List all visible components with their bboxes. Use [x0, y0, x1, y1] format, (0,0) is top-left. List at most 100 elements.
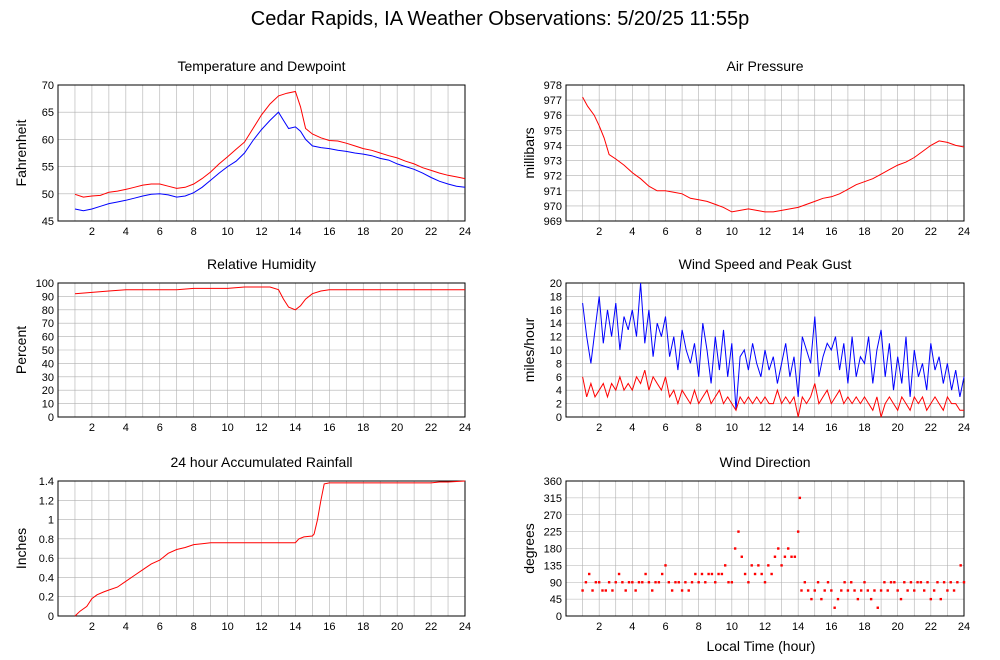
y-tick-label: 0.8 [39, 534, 54, 546]
x-tick-label: 22 [925, 621, 937, 633]
x-tick-label: 12 [759, 422, 771, 434]
y-tick-label: 180 [544, 544, 562, 556]
data-point [647, 581, 651, 584]
data-point [913, 589, 916, 592]
data-point [717, 572, 720, 576]
data-point [680, 589, 684, 592]
x-tick-label: 14 [792, 621, 804, 633]
y-tick-label: 60 [42, 134, 54, 146]
y-tick-label: 70 [42, 318, 54, 330]
data-point [800, 589, 803, 592]
plot-frame [565, 480, 965, 617]
x-tick-label: 14 [289, 621, 301, 633]
x-tick-label: 8 [696, 226, 702, 238]
data-point [737, 530, 740, 533]
x-tick-label: 18 [858, 621, 870, 633]
chart-title: Temperature and Dewpoint [177, 58, 345, 74]
x-tick-label: 24 [459, 226, 471, 238]
page-title: Cedar Rapids, IA Weather Observations: 5… [250, 8, 750, 30]
data-point [826, 581, 830, 584]
data-point [926, 581, 929, 584]
x-tick-label: 10 [726, 226, 738, 238]
data-point [597, 581, 601, 584]
x-tick-label: 10 [221, 226, 233, 238]
data-point [581, 589, 584, 592]
x-tick-label: 18 [357, 621, 369, 633]
data-point [896, 589, 899, 592]
data-point [949, 581, 952, 584]
x-tick-label: 10 [221, 422, 233, 434]
data-point [806, 589, 810, 592]
y-axis-label: millibars [521, 127, 537, 178]
x-tick-label: 6 [157, 226, 163, 238]
y-tick-label: 20 [550, 278, 562, 290]
x-tick-label: 24 [958, 226, 970, 238]
x-tick-label: 22 [425, 226, 437, 238]
x-tick-label: 2 [89, 621, 95, 633]
data-point [621, 581, 624, 584]
data-point [654, 581, 657, 584]
data-point [604, 589, 607, 592]
x-tick-label: 4 [629, 226, 635, 238]
x-tick-label: 14 [289, 422, 301, 434]
x-tick-label: 22 [425, 422, 437, 434]
data-point [720, 572, 724, 576]
data-point [956, 581, 959, 584]
data-point [634, 589, 637, 592]
data-point [677, 581, 680, 584]
y-axis-label: degrees [521, 523, 537, 574]
chart-title: Air Pressure [726, 58, 803, 74]
y-tick-label: 978 [544, 80, 562, 92]
data-point [601, 589, 604, 592]
x-tick-label: 18 [357, 226, 369, 238]
data-point [843, 581, 846, 584]
y-tick-label: 970 [544, 201, 562, 213]
y-tick-label: 10 [42, 399, 54, 411]
x-tick-label: 24 [958, 621, 970, 633]
data-point [594, 581, 598, 584]
y-tick-label: 315 [544, 493, 562, 505]
data-point [939, 597, 942, 601]
series-line-1 [582, 96, 965, 213]
data-point [747, 581, 750, 584]
y-tick-label: 0.4 [39, 572, 54, 584]
data-point [753, 572, 757, 576]
x-tick-label: 6 [662, 422, 668, 434]
y-tick-label: 135 [544, 560, 562, 572]
x-tick-label: 14 [792, 226, 804, 238]
data-point [607, 581, 611, 584]
y-tick-label: 70 [42, 80, 54, 92]
y-tick-label: 0 [556, 611, 562, 623]
y-tick-label: 50 [42, 345, 54, 357]
y-axis-label: miles/hour [521, 317, 537, 382]
data-point [923, 589, 926, 592]
y-axis-label: Inches [13, 528, 29, 569]
data-point [836, 597, 840, 601]
x-tick-label: 12 [255, 226, 267, 238]
x-tick-label: 12 [255, 422, 267, 434]
y-tick-label: 974 [544, 140, 562, 152]
y-tick-label: 1.2 [39, 495, 54, 507]
x-tick-label: 16 [323, 226, 335, 238]
data-point [893, 581, 896, 584]
data-point [624, 589, 627, 592]
x-tick-label: 6 [662, 621, 668, 633]
data-point [733, 547, 737, 550]
x-tick-label: 20 [391, 621, 403, 633]
x-tick-label: 6 [157, 621, 163, 633]
data-point [909, 581, 913, 584]
y-tick-label: 90 [42, 291, 54, 303]
data-point [700, 572, 704, 576]
data-point [936, 581, 939, 584]
data-point [641, 581, 644, 584]
x-tick-label: 4 [629, 621, 635, 633]
y-tick-label: 45 [42, 216, 54, 228]
data-point [883, 581, 886, 584]
y-tick-label: 90 [550, 577, 562, 589]
data-point [651, 589, 654, 592]
x-tick-label: 6 [157, 422, 163, 434]
